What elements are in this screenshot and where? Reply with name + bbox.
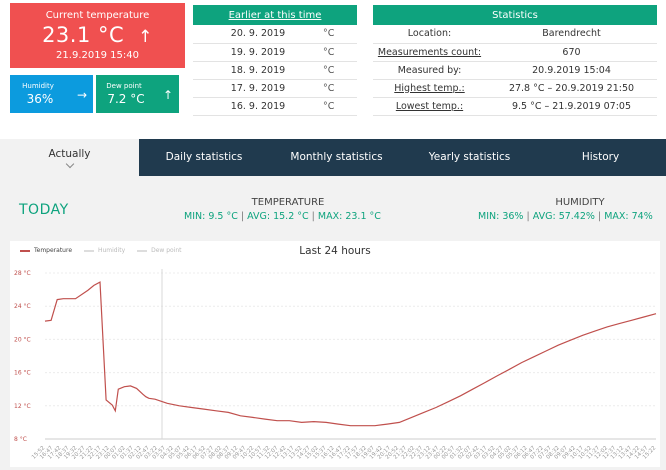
table-row: 16. 9. 2019 °C [193, 97, 357, 116]
dew-point-card: Dew point 7.2 °C ↑ [96, 75, 179, 113]
stat-value-highest: 27.8 °C – 20.9.2019 21:50 [486, 79, 657, 98]
tab-monthly-statistics[interactable]: Monthly statistics [290, 151, 383, 163]
table-row: 20. 9. 2019 °C [193, 25, 357, 44]
earlier-date: 18. 9. 2019 [193, 61, 323, 80]
chevron-down-icon [65, 159, 74, 169]
temperature-min: MIN: 9.5 °C [184, 211, 238, 222]
temperature-stats: MIN: 9.5 °C | AVG: 15.2 °C | MAX: 23.1 °… [184, 211, 381, 222]
stat-key-location: Location: [373, 25, 486, 44]
table-row: Highest temp.: 27.8 °C – 20.9.2019 21:50 [373, 79, 657, 98]
arrow-right-icon: → [76, 88, 87, 102]
series-line-temperature [44, 281, 657, 427]
statistics-header: Statistics [373, 5, 657, 25]
humidity-title: HUMIDITY [555, 197, 605, 208]
legend-label: Humidity [97, 247, 126, 254]
current-temperature-card: Current temperature 23.1 °C ↑ 21.9.2019 1… [10, 3, 185, 68]
current-temperature-label: Current temperature [45, 10, 150, 21]
tab-yearly-statistics[interactable]: Yearly statistics [428, 151, 511, 163]
table-row: Measured by: 20.9.2019 15:04 [373, 61, 657, 80]
tab-bar: Actually Daily statistics Monthly statis… [0, 139, 666, 176]
humidity-card: Humidity 36% → [10, 75, 93, 113]
chart-svg: 28 °C24 °C20 °C16 °C12 °C8 °C15:5216:471… [14, 269, 657, 461]
separator: | [311, 211, 315, 222]
stat-value-location: Barendrecht [486, 25, 657, 44]
earlier-unit: °C [323, 25, 357, 44]
lowest-temp-link[interactable]: Lowest temp.: [373, 97, 486, 116]
stat-value-count: 670 [486, 43, 657, 62]
main-panel: Actually Daily statistics Monthly statis… [0, 139, 666, 470]
legend-humidity[interactable]: Humidity [83, 247, 126, 254]
legend-temperature[interactable]: Temperature [20, 247, 72, 254]
tab-label: Actually [48, 148, 91, 160]
earlier-unit: °C [323, 43, 357, 62]
separator: | [597, 211, 602, 222]
earlier-at-this-time-table: Earlier at this time 20. 9. 2019 °C 19. 9… [193, 5, 357, 116]
humidity-avg: AVG: 57.42% [532, 211, 595, 222]
table-row: 18. 9. 2019 °C [193, 61, 357, 80]
today-label: TODAY [19, 202, 69, 218]
y-tick-label: 20 °C [14, 336, 31, 343]
temperature-max: MAX: 23.1 °C [317, 211, 381, 222]
dew-point-value: 7.2 °C [107, 92, 145, 106]
earlier-date: 17. 9. 2019 [193, 79, 323, 98]
y-tick-label: 12 °C [14, 403, 31, 410]
temperature-avg: AVG: 15.2 °C [247, 211, 309, 222]
humidity-max: MAX: 74% [604, 211, 653, 222]
legend-dew-point[interactable]: Dew point [137, 247, 182, 254]
arrow-up-icon: ↑ [162, 88, 173, 102]
chart-legend: Temperature Humidity Dew point [20, 247, 192, 254]
table-row: Location: Barendrecht [373, 25, 657, 44]
y-tick-label: 28 °C [14, 270, 31, 277]
stat-value-lowest: 9.5 °C – 21.9.2019 07:05 [486, 97, 657, 116]
tab-history[interactable]: History [581, 151, 620, 163]
earlier-date: 16. 9. 2019 [193, 97, 323, 116]
table-row: 19. 9. 2019 °C [193, 43, 357, 62]
highest-temp-link[interactable]: Highest temp.: [373, 79, 486, 98]
statistics-table: Statistics Location: Barendrecht Measurem… [373, 5, 657, 116]
earlier-unit: °C [323, 79, 357, 98]
separator: | [526, 211, 530, 222]
legend-label: Temperature [34, 247, 73, 254]
earlier-unit: °C [323, 61, 357, 80]
chart-title: Last 24 hours [299, 245, 371, 257]
y-tick-label: 16 °C [14, 370, 31, 377]
humidity-min: MIN: 36% [478, 211, 524, 222]
tab-actually[interactable]: Actually [0, 139, 139, 176]
temperature-chart: 28 °C 24 °C 20 °C 16 °C 12 °C 8 °C 15:52 16:47 1… [10, 241, 660, 467]
humidity-label: Humidity [22, 82, 54, 90]
table-row: 17. 9. 2019 °C [193, 79, 357, 98]
table-row: Lowest temp.: 9.5 °C – 21.9.2019 07:05 [373, 97, 657, 116]
stat-value-measured-by: 20.9.2019 15:04 [486, 61, 657, 80]
table-row: Measurements count: 670 [373, 43, 657, 62]
earlier-date: 20. 9. 2019 [193, 25, 323, 44]
humidity-value: 36% [26, 92, 54, 106]
current-temperature-value: 23.1 °C ↑ [10, 23, 185, 47]
earlier-unit: °C [323, 97, 357, 116]
temperature-title: TEMPERATURE [251, 197, 325, 208]
humidity-stats: MIN: 36% | AVG: 57.42% | MAX: 74% [478, 211, 653, 222]
tab-daily-statistics[interactable]: Daily statistics [165, 151, 243, 163]
y-tick-label: 24 °C [14, 303, 31, 310]
current-temperature-number: 23.1 °C [42, 23, 125, 47]
arrow-up-icon: ↑ [138, 27, 153, 47]
separator: | [240, 211, 245, 222]
earlier-at-this-time-link[interactable]: Earlier at this time [193, 5, 357, 25]
y-tick-label: 8 °C [14, 436, 27, 443]
dew-point-label: Dew point [106, 82, 142, 90]
legend-label: Dew point [151, 247, 182, 254]
measurements-count-link[interactable]: Measurements count: [373, 43, 486, 62]
stat-key-measured-by: Measured by: [373, 61, 486, 80]
earlier-date: 19. 9. 2019 [193, 43, 323, 62]
current-temperature-timestamp: 21.9.2019 15:40 [56, 50, 139, 61]
